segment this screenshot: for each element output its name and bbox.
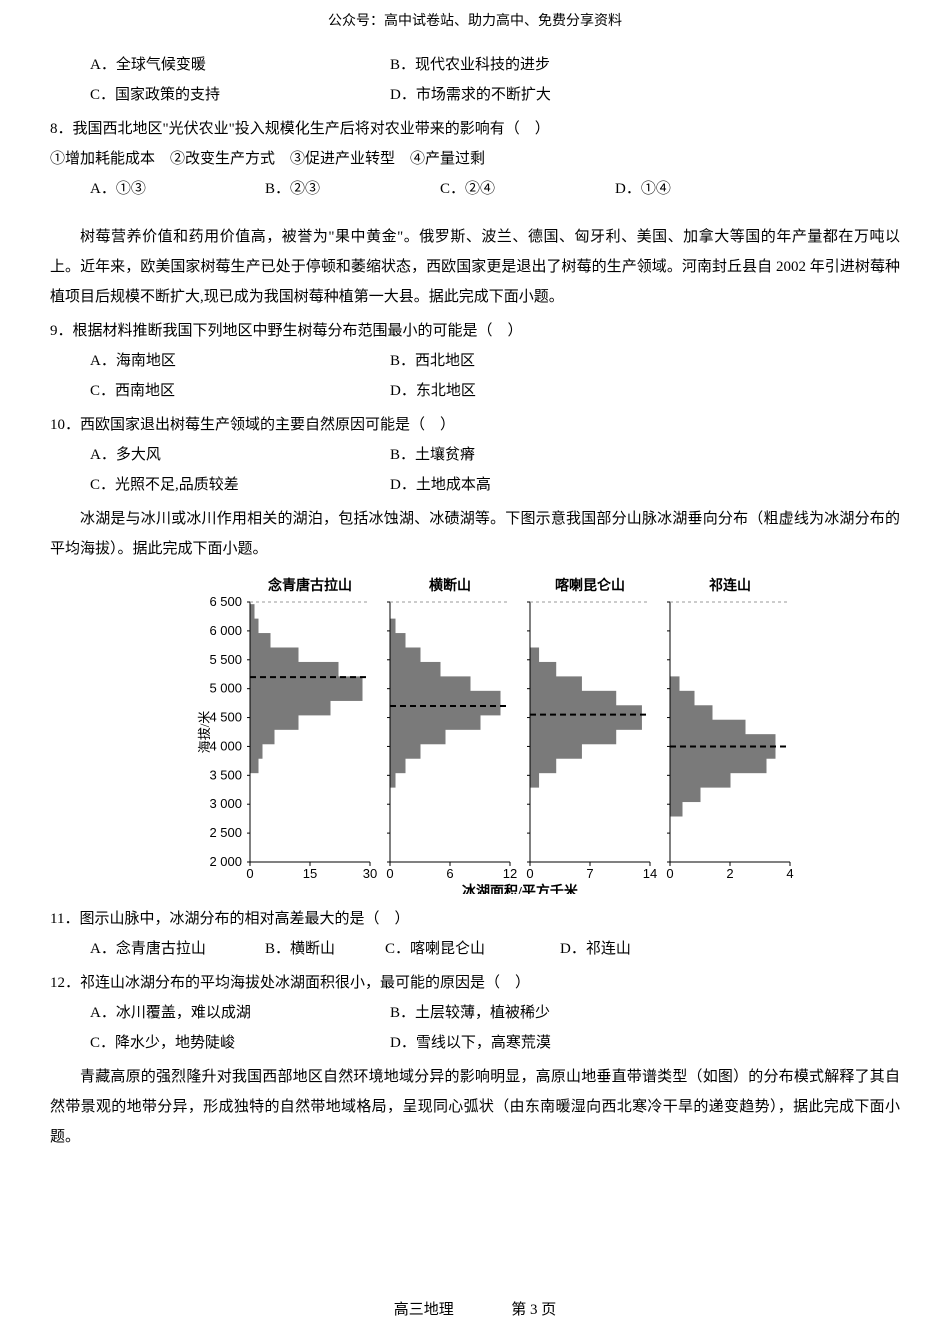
footer-subject: 高三地理 — [394, 1302, 454, 1318]
q11-stem: 11．图示山脉中，冰湖分布的相对高差最大的是（ ） — [50, 904, 900, 934]
iceLake-chart: 2 0002 5003 0003 5004 0004 5005 0005 500… — [195, 574, 755, 894]
q9-stem: 9．根据材料推断我国下列地区中野生树莓分布范围最小的可能是（ ） — [50, 316, 900, 346]
q8-option-b: B．②③ — [265, 174, 440, 204]
svg-text:7: 7 — [586, 866, 593, 881]
q7-options-row2: C．国家政策的支持 D．市场需求的不断扩大 — [50, 80, 900, 110]
q12-option-c: C．降水少，地势陡峻 — [90, 1028, 390, 1058]
svg-text:4: 4 — [786, 866, 793, 881]
q10-option-c: C．光照不足,品质较差 — [90, 470, 390, 500]
svg-text:冰湖面积/平方千米: 冰湖面积/平方千米 — [462, 883, 579, 894]
svg-text:2: 2 — [726, 866, 733, 881]
q11-option-c: C．喀喇昆仑山 — [385, 934, 560, 964]
q9-option-b: B．西北地区 — [390, 346, 690, 376]
svg-text:5 000: 5 000 — [209, 681, 242, 696]
q10-options-row2: C．光照不足,品质较差 D．土地成本高 — [50, 470, 900, 500]
svg-text:4 000: 4 000 — [209, 738, 242, 753]
q12-option-b: B．土层较薄，植被稀少 — [390, 998, 690, 1028]
svg-text:3 000: 3 000 — [209, 796, 242, 811]
q11-option-b: B．横断山 — [265, 934, 385, 964]
q8-option-c: C．②④ — [440, 174, 615, 204]
passage-2: 树莓营养价值和药用价值高，被誉为"果中黄金"。俄罗斯、波兰、德国、匈牙利、美国、… — [50, 222, 900, 312]
footer-page: 第 3 页 — [511, 1302, 556, 1318]
q8-option-a: A．①③ — [90, 174, 265, 204]
q12-options-row1: A．冰川覆盖，难以成湖 B．土层较薄，植被稀少 — [50, 998, 900, 1028]
passage-3: 冰湖是与冰川或冰川作用相关的湖泊，包括冰蚀湖、冰碛湖等。下图示意我国部分山脉冰湖… — [50, 504, 900, 564]
svg-text:喀喇昆仑山: 喀喇昆仑山 — [555, 577, 625, 594]
page-footer: 高三地理 第 3 页 — [0, 1298, 950, 1319]
q11-option-a: A．念青唐古拉山 — [90, 934, 265, 964]
q12-option-a: A．冰川覆盖，难以成湖 — [90, 998, 390, 1028]
svg-text:15: 15 — [303, 866, 317, 881]
exam-content: A．全球气候变暖 B．现代农业科技的进步 C．国家政策的支持 D．市场需求的不断… — [50, 50, 900, 1152]
q10-options-row1: A．多大风 B．土壤贫瘠 — [50, 440, 900, 470]
svg-text:6 500: 6 500 — [209, 594, 242, 609]
q8-option-d: D．①④ — [615, 174, 790, 204]
svg-text:5 500: 5 500 — [209, 652, 242, 667]
svg-text:0: 0 — [526, 866, 533, 881]
svg-text:祁连山: 祁连山 — [709, 577, 751, 594]
svg-text:0: 0 — [386, 866, 393, 881]
q10-option-d: D．土地成本高 — [390, 470, 690, 500]
svg-text:2 500: 2 500 — [209, 825, 242, 840]
q7-option-c: C．国家政策的支持 — [90, 80, 390, 110]
svg-text:30: 30 — [363, 866, 377, 881]
q7-option-b: B．现代农业科技的进步 — [390, 50, 690, 80]
svg-text:6 000: 6 000 — [209, 623, 242, 638]
svg-text:0: 0 — [666, 866, 673, 881]
q10-option-b: B．土壤贫瘠 — [390, 440, 690, 470]
q7-option-a: A．全球气候变暖 — [90, 50, 390, 80]
svg-text:念青唐古拉山: 念青唐古拉山 — [267, 577, 352, 594]
chart-svg: 2 0002 5003 0003 5004 0004 5005 0005 500… — [195, 574, 815, 894]
q9-option-c: C．西南地区 — [90, 376, 390, 406]
svg-text:0: 0 — [246, 866, 253, 881]
q9-options-row1: A．海南地区 B．西北地区 — [50, 346, 900, 376]
svg-text:14: 14 — [643, 866, 657, 881]
svg-text:2 000: 2 000 — [209, 854, 242, 869]
q9-option-a: A．海南地区 — [90, 346, 390, 376]
q10-stem: 10．西欧国家退出树莓生产领域的主要自然原因可能是（ ） — [50, 410, 900, 440]
q9-options-row2: C．西南地区 D．东北地区 — [50, 376, 900, 406]
q10-option-a: A．多大风 — [90, 440, 390, 470]
q8-stem: 8．我国西北地区"光伏农业"投入规模化生产后将对农业带来的影响有（ ） — [50, 114, 900, 144]
svg-text:3 500: 3 500 — [209, 767, 242, 782]
q11-option-d: D．祁连山 — [560, 934, 735, 964]
q12-options-row2: C．降水少，地势陡峻 D．雪线以下，高寒荒漠 — [50, 1028, 900, 1058]
svg-text:海拔/米: 海拔/米 — [197, 711, 212, 754]
svg-text:6: 6 — [446, 866, 453, 881]
page-header: 公众号：高中试卷站、助力高中、免费分享资料 — [50, 0, 900, 50]
q9-option-d: D．东北地区 — [390, 376, 690, 406]
q8-options: A．①③ B．②③ C．②④ D．①④ — [50, 174, 900, 204]
svg-text:12: 12 — [503, 866, 517, 881]
passage-4: 青藏高原的强烈隆升对我国西部地区自然环境地域分异的影响明显，高原山地垂直带谱类型… — [50, 1062, 900, 1152]
q7-options-row1: A．全球气候变暖 B．现代农业科技的进步 — [50, 50, 900, 80]
svg-text:4 500: 4 500 — [209, 710, 242, 725]
q12-stem: 12．祁连山冰湖分布的平均海拔处冰湖面积很小，最可能的原因是（ ） — [50, 968, 900, 998]
q12-option-d: D．雪线以下，高寒荒漠 — [390, 1028, 690, 1058]
q7-option-d: D．市场需求的不断扩大 — [390, 80, 690, 110]
q8-sub: ①增加耗能成本 ②改变生产方式 ③促进产业转型 ④产量过剩 — [50, 144, 900, 174]
svg-text:横断山: 横断山 — [429, 577, 471, 594]
q11-options: A．念青唐古拉山 B．横断山 C．喀喇昆仑山 D．祁连山 — [50, 934, 900, 964]
